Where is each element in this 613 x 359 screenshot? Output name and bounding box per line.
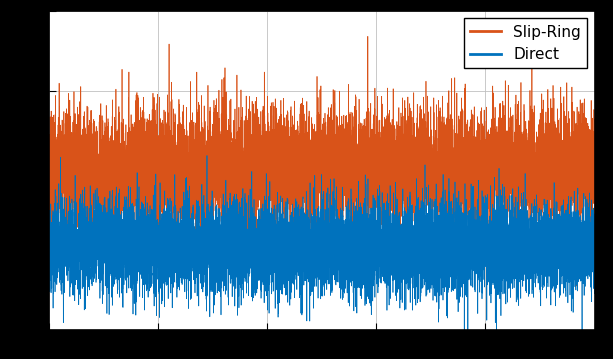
Slip-Ring <box>78 160 85 164</box>
Direct <box>591 230 598 234</box>
Slip-Ring <box>562 199 569 204</box>
Direct <box>68 237 75 242</box>
Direct <box>78 255 85 260</box>
Line: Slip-Ring: Slip-Ring <box>49 36 595 286</box>
Direct <box>204 153 211 158</box>
Slip-Ring <box>45 189 53 193</box>
Direct <box>48 262 55 266</box>
Legend: Slip-Ring, Direct: Slip-Ring, Direct <box>464 18 587 68</box>
Slip-Ring <box>591 217 598 221</box>
Direct <box>45 233 53 238</box>
Slip-Ring <box>152 168 159 172</box>
Direct <box>312 230 319 234</box>
Slip-Ring <box>312 129 319 134</box>
Line: Direct: Direct <box>49 155 595 339</box>
Slip-Ring <box>364 34 371 38</box>
Slip-Ring <box>573 284 581 288</box>
Direct <box>579 336 586 341</box>
Direct <box>562 235 569 239</box>
Direct <box>152 246 159 251</box>
Slip-Ring <box>48 165 55 169</box>
Slip-Ring <box>68 168 75 173</box>
